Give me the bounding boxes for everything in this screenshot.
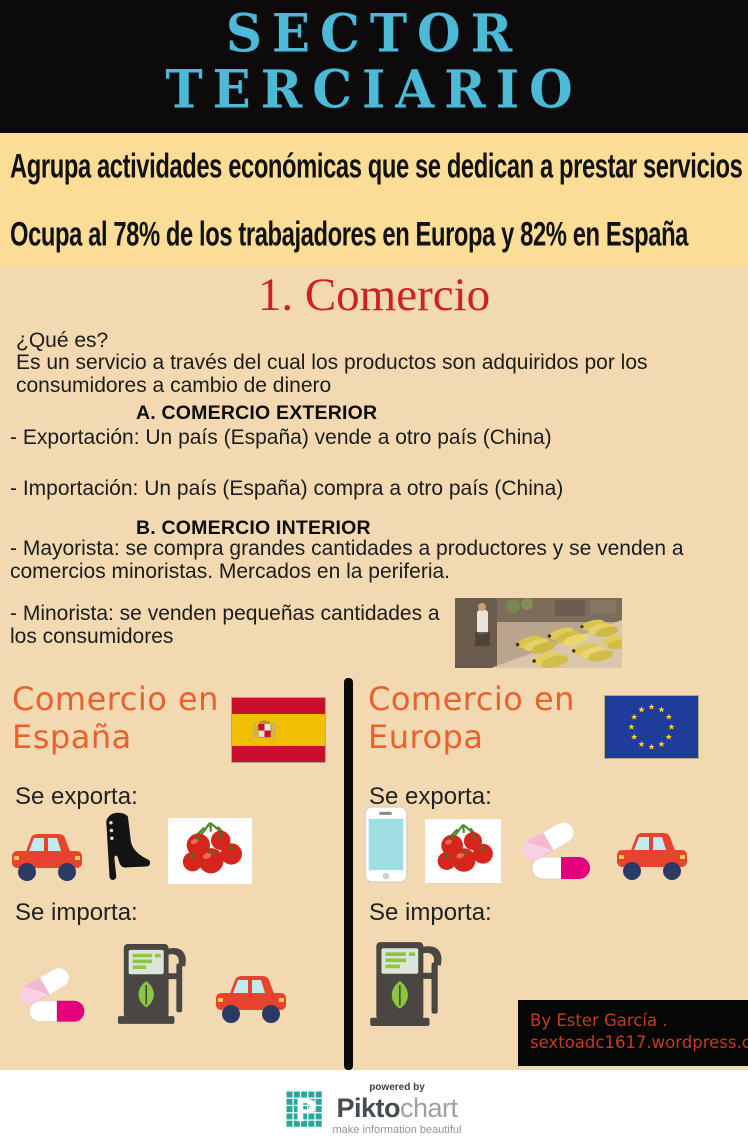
heading-comercio-interior: B. COMERCIO INTERIOR: [136, 517, 371, 539]
credit-author: By Ester García .: [530, 1011, 668, 1030]
spain-imports-icons: [16, 940, 288, 1026]
car-icon: [10, 830, 84, 884]
heading-comercio-exterior: A. COMERCIO EXTERIOR: [136, 402, 378, 424]
brand-bold-part: Pikto: [336, 1093, 400, 1123]
mayorista-item: - Mayorista: se compra grandes cantidade…: [10, 537, 684, 583]
que-es-description: Es un servicio a través del cual los pro…: [16, 351, 648, 397]
europe-column-title: Comercio en Europa: [368, 680, 575, 757]
brand-light-part: chart: [399, 1093, 458, 1123]
smartphone-icon: [364, 806, 408, 883]
europe-exports-icons: [364, 806, 689, 883]
intro-statistic: Ocupa al 78% de los trabajadores en Euro…: [10, 216, 688, 254]
footer: powered by Piktochart make information b…: [0, 1070, 748, 1148]
importacion-item: - Importación: Un país (España) compra a…: [10, 477, 564, 500]
piktochart-logo: powered by Piktochart make information b…: [286, 1082, 462, 1136]
europe-imports-icons: [368, 938, 446, 1028]
tomatoes-icon: [425, 819, 501, 883]
credit-url: sextoadc1617.wordpress.com: [530, 1032, 748, 1052]
boot-icon: [98, 812, 154, 884]
piktochart-wordmark: Piktochart: [336, 1093, 458, 1123]
europe-imports-label: Se importa:: [369, 899, 492, 926]
bananas-market-photo: [455, 598, 622, 668]
eu-flag: [605, 696, 698, 758]
intro-statement: Agrupa actividades económicas que se ded…: [10, 148, 743, 186]
car-icon: [214, 972, 288, 1026]
pills-icon: [16, 966, 92, 1026]
gas-pump-icon: [116, 940, 190, 1026]
powered-by-label: powered by: [369, 1082, 425, 1093]
section-title: 1. Comercio: [257, 269, 491, 321]
credit-box: By Ester García . sextoadc1617.wordpress…: [518, 1000, 748, 1066]
intro-band: Agrupa actividades económicas que se ded…: [0, 133, 748, 266]
tomatoes-icon: [168, 818, 252, 884]
exportacion-item: - Exportación: Un país (España) vende a …: [10, 426, 552, 449]
piktochart-p-icon: [286, 1091, 323, 1128]
que-es-label: ¿Qué es?: [16, 329, 109, 352]
header-title-line1: SECTOR: [225, 2, 523, 65]
europe-exports-label: Se exporta:: [369, 783, 492, 810]
column-divider: [344, 678, 353, 1070]
piktochart-tagline: make information beautiful: [332, 1124, 462, 1136]
pills-icon: [518, 821, 598, 883]
spain-exports-label: Se exporta:: [15, 783, 138, 810]
minorista-item: - Minorista: se venden pequeñas cantidad…: [10, 602, 440, 648]
comercio-section: 1. Comercio ¿Qué es? Es un servicio a tr…: [0, 266, 748, 1070]
header-banner: SECTOR TERCIARIO: [0, 0, 748, 133]
gas-pump-icon: [368, 938, 446, 1028]
spain-imports-label: Se importa:: [15, 899, 138, 926]
spain-column-title: Comercio en España: [12, 680, 219, 757]
spain-exports-icons: [10, 812, 252, 884]
car-icon: [615, 829, 689, 883]
spain-flag: [232, 698, 325, 762]
header-title-line2: TERCIARIO: [165, 58, 583, 121]
